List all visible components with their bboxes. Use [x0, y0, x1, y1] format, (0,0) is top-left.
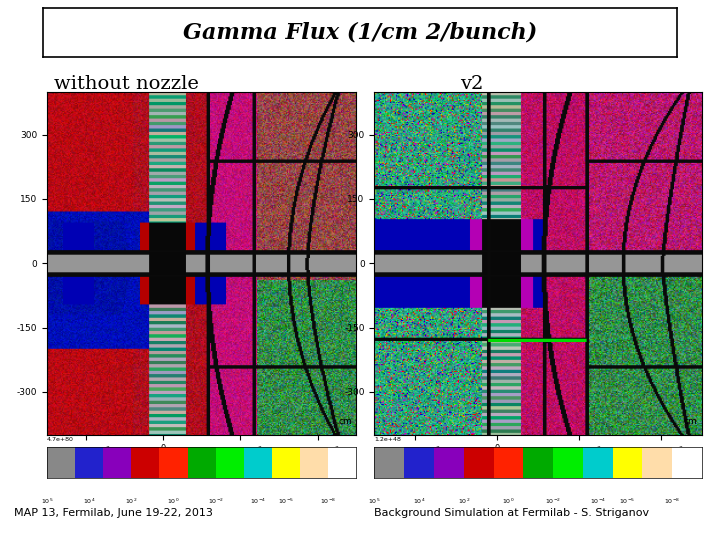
- Text: $10^{2}$: $10^{2}$: [125, 497, 138, 506]
- Text: $10^{0}$: $10^{0}$: [503, 497, 515, 506]
- Bar: [75, 447, 103, 478]
- Text: Gamma Flux (1/cm 2/bunch): Gamma Flux (1/cm 2/bunch): [183, 22, 537, 43]
- Text: $10^{-5}$: $10^{-5}$: [278, 497, 294, 506]
- Bar: [404, 447, 434, 478]
- Bar: [434, 447, 464, 478]
- Bar: [583, 447, 613, 478]
- Bar: [493, 447, 523, 478]
- Text: $10^{2}$: $10^{2}$: [458, 497, 470, 506]
- Text: $10^{-4}$: $10^{-4}$: [590, 497, 606, 506]
- Text: $10^{-2}$: $10^{-2}$: [545, 497, 561, 506]
- Text: $10^{5}$: $10^{5}$: [368, 497, 381, 506]
- Text: 1.2e+48: 1.2e+48: [374, 437, 401, 442]
- Bar: [103, 447, 131, 478]
- Text: $10^{-8}$: $10^{-8}$: [320, 497, 336, 506]
- Bar: [374, 447, 404, 478]
- Bar: [131, 447, 159, 478]
- Text: $10^{-5}$: $10^{-5}$: [619, 497, 636, 506]
- Text: MAP 13, Fermilab, June 19-22, 2013: MAP 13, Fermilab, June 19-22, 2013: [14, 508, 213, 518]
- Text: v2: v2: [460, 75, 483, 93]
- Bar: [300, 447, 328, 478]
- Bar: [272, 447, 300, 478]
- Bar: [187, 447, 216, 478]
- Text: $10^{-8}$: $10^{-8}$: [664, 497, 680, 506]
- Bar: [216, 447, 244, 478]
- Text: $10^{-4}$: $10^{-4}$: [250, 497, 266, 506]
- Bar: [244, 447, 272, 478]
- Text: $10^{-2}$: $10^{-2}$: [207, 497, 224, 506]
- Text: Background Simulation at Fermilab - S. Striganov: Background Simulation at Fermilab - S. S…: [374, 508, 649, 518]
- Text: $10^{0}$: $10^{0}$: [167, 497, 180, 506]
- Bar: [642, 447, 672, 478]
- Bar: [464, 447, 493, 478]
- Text: cm: cm: [683, 417, 697, 426]
- Bar: [47, 447, 75, 478]
- Bar: [328, 447, 356, 478]
- Bar: [613, 447, 642, 478]
- Text: $10^{5}$: $10^{5}$: [40, 497, 53, 506]
- Bar: [523, 447, 553, 478]
- Text: $10^{4}$: $10^{4}$: [413, 497, 426, 506]
- Text: without nozzle: without nozzle: [53, 75, 199, 93]
- Bar: [553, 447, 583, 478]
- Text: 4.7e+80: 4.7e+80: [47, 437, 73, 442]
- Bar: [672, 447, 702, 478]
- Text: $10^{4}$: $10^{4}$: [83, 497, 95, 506]
- Bar: [159, 447, 187, 478]
- Text: cm: cm: [338, 417, 352, 426]
